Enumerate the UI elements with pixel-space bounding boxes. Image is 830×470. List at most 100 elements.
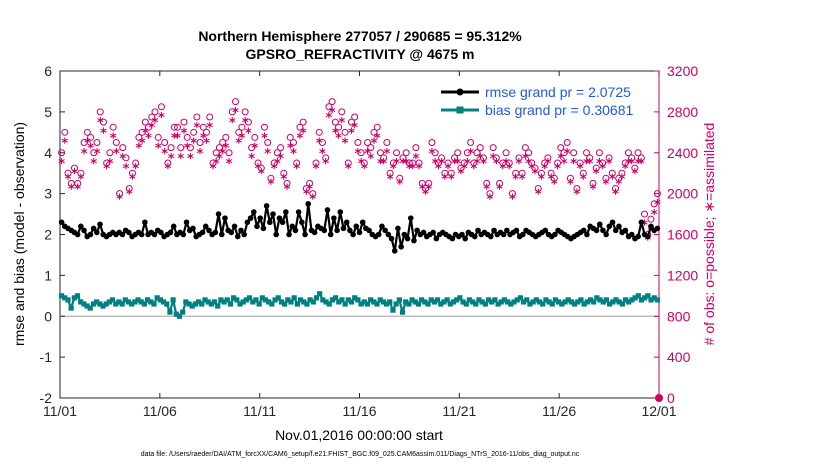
possible-point: [383, 139, 391, 147]
rmse-point: [584, 231, 590, 238]
bias-point: [313, 295, 320, 301]
assimilated-point: *: [393, 157, 400, 172]
rmse-point: [97, 221, 103, 228]
bias-point: [556, 299, 562, 305]
possible-point: [560, 149, 568, 157]
assimilated-point: *: [300, 126, 307, 141]
assimilated-point: *: [557, 152, 564, 167]
assimilated-point: *: [551, 177, 558, 192]
rmse-point: [609, 219, 616, 226]
assimilated-point: *: [313, 162, 320, 177]
assimilated-point: *: [390, 162, 397, 177]
bias-point: [610, 299, 616, 305]
assimilated-point: *: [58, 157, 65, 172]
bias-point: [58, 293, 65, 299]
assimilated-point: *: [519, 172, 526, 187]
rmse-point: [295, 209, 302, 215]
possible-point: [425, 179, 433, 187]
assimilated-point: *: [171, 131, 178, 146]
assimilated-point: *: [512, 172, 519, 187]
bias-point: [65, 297, 71, 303]
bias-point: [441, 299, 447, 305]
assimilated-point: *: [577, 162, 584, 177]
assimilated-point: *: [90, 157, 97, 172]
assimilated-point: *: [654, 198, 661, 213]
assimilated-point: *: [116, 193, 123, 208]
bias-point: [409, 297, 415, 303]
possible-point: [241, 108, 249, 116]
possible-point: [225, 149, 233, 157]
bias-point: [527, 301, 533, 307]
rmse-point: [299, 219, 305, 226]
bias-point: [97, 301, 103, 307]
assimilated-point: *: [606, 157, 613, 172]
bias-point: [546, 299, 552, 305]
possible-point: [496, 179, 504, 187]
assimilated-point: *: [383, 147, 390, 162]
possible-point: [422, 185, 430, 193]
assimilated-point: *: [612, 188, 619, 203]
possible-point: [438, 154, 446, 162]
bias-point: [90, 301, 97, 307]
assimilated-point: *: [567, 177, 574, 192]
assimilated-point: *: [152, 116, 159, 131]
possible-point: [61, 128, 69, 136]
possible-point: [463, 149, 471, 157]
bias-point: [428, 297, 434, 303]
rmse-point: [353, 223, 360, 230]
rmse-point: [244, 219, 251, 226]
rmse-point: [119, 231, 126, 238]
bias-point: [205, 299, 211, 305]
bias-point: [495, 301, 501, 307]
assimilated-point: *: [261, 131, 268, 146]
possible-point: [199, 123, 207, 131]
assimilated-point: *: [184, 142, 191, 157]
possible-point: [518, 169, 526, 177]
bias-point: [253, 297, 259, 303]
assimilated-point: *: [222, 142, 229, 157]
bias-point: [74, 293, 81, 299]
bias-point: [562, 299, 568, 305]
rmse-point: [600, 227, 606, 234]
rmse-point: [273, 231, 280, 238]
legend-swatch-rmse: [441, 88, 479, 96]
possible-point: [135, 133, 143, 141]
possible-point: [605, 154, 613, 162]
rmse-point: [87, 231, 94, 238]
possible-point: [167, 144, 175, 152]
bias-point: [473, 301, 479, 307]
assimilated-point: *: [648, 223, 655, 238]
assimilated-point: *: [480, 157, 487, 172]
bias-point: [489, 299, 495, 305]
rmse-point: [472, 233, 478, 240]
rmse-point: [488, 233, 494, 240]
assimilated-point: *: [316, 137, 323, 152]
right-axis-origin-marker: [655, 394, 663, 402]
possible-point: [161, 139, 169, 147]
bias-point: [632, 295, 638, 301]
possible-point: [318, 139, 326, 147]
possible-point: [447, 169, 455, 177]
assimilated-point: *: [145, 131, 152, 146]
rmse-point: [401, 231, 408, 238]
possible-point: [302, 185, 310, 193]
assimilated-point: *: [354, 147, 361, 162]
rmse-point: [612, 227, 619, 234]
y-left-tick-label: 3: [44, 186, 52, 202]
bias-point: [368, 297, 374, 303]
possible-point: [393, 149, 401, 157]
assimilated-point: *: [635, 157, 642, 172]
bias-point: [380, 299, 386, 305]
possible-point: [93, 139, 101, 147]
bias-point: [642, 295, 648, 301]
assimilated-point: *: [65, 172, 72, 187]
bias-point: [227, 301, 234, 307]
assimilated-point: *: [94, 147, 101, 162]
assimilated-point: *: [348, 126, 355, 141]
possible-point: [515, 154, 523, 162]
possible-point: [347, 118, 355, 126]
bias-point: [135, 297, 141, 303]
assimilated-point: *: [590, 183, 597, 198]
assimilated-point: *: [583, 157, 590, 172]
assimilated-point: *: [113, 147, 120, 162]
